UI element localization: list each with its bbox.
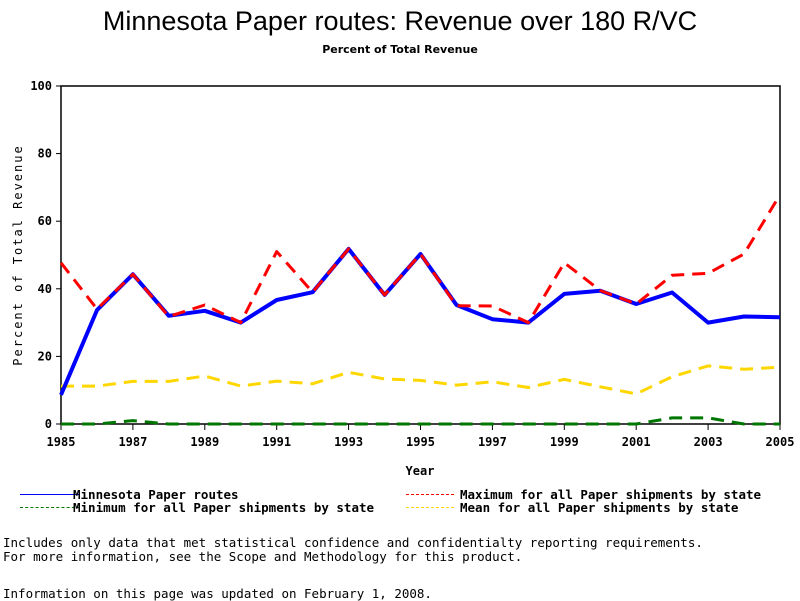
- x-tick-label: 1985: [47, 435, 76, 449]
- y-tick-label: 100: [30, 79, 52, 93]
- line-chart: 0 20 40 60 80 100 1985 1987 1989 1991 1993 1995 1997…: [0, 0, 800, 480]
- legend: Minnesota Paper routes Minimum for all P…: [0, 0, 15, 75]
- x-tick-label: 2001: [622, 435, 651, 449]
- legend-label: Minimum for all Paper shipments by state: [73, 500, 374, 515]
- x-tick-label: 1987: [118, 435, 147, 449]
- y-tick-label: 20: [38, 349, 52, 363]
- series-line-minnesota-paper-routes: [61, 249, 780, 395]
- legend-swatch-minnesota: [20, 494, 80, 495]
- x-tick-label: 1993: [334, 435, 363, 449]
- legend-swatch-maximum: [406, 494, 454, 495]
- y-tick-label: 60: [38, 214, 52, 228]
- note-updated: Information on this page was updated on …: [3, 586, 432, 601]
- x-tick-label: 2003: [694, 435, 723, 449]
- x-tick-label: 1989: [190, 435, 219, 449]
- note-confidence: Includes only data that met statistical …: [3, 535, 703, 550]
- x-tick-label: 2005: [766, 435, 795, 449]
- x-tick-label: 1995: [406, 435, 435, 449]
- series-layer: [61, 195, 780, 424]
- y-tick-label: 0: [45, 417, 52, 431]
- y-tick-label: 40: [38, 282, 52, 296]
- legend-label: Mean for all Paper shipments by state: [460, 500, 738, 515]
- x-tick-label: 1991: [262, 435, 291, 449]
- series-line-minimum-for-all-paper-shipments-by-state: [61, 418, 780, 424]
- y-tick-label: 80: [38, 147, 52, 161]
- series-line-mean-for-all-paper-shipments-by-state: [61, 366, 780, 394]
- x-tick-label: 1999: [550, 435, 579, 449]
- legend-swatch-mean: [406, 507, 454, 508]
- series-line-maximum-for-all-paper-shipments-by-state: [61, 195, 780, 323]
- x-axis-label: Year: [406, 464, 435, 478]
- legend-swatch-minimum: [20, 507, 80, 508]
- note-methodology: For more information, see the Scope and …: [3, 549, 522, 564]
- x-tick-label: 1997: [478, 435, 507, 449]
- y-axis-label: Percent of Total Revenue: [11, 144, 25, 365]
